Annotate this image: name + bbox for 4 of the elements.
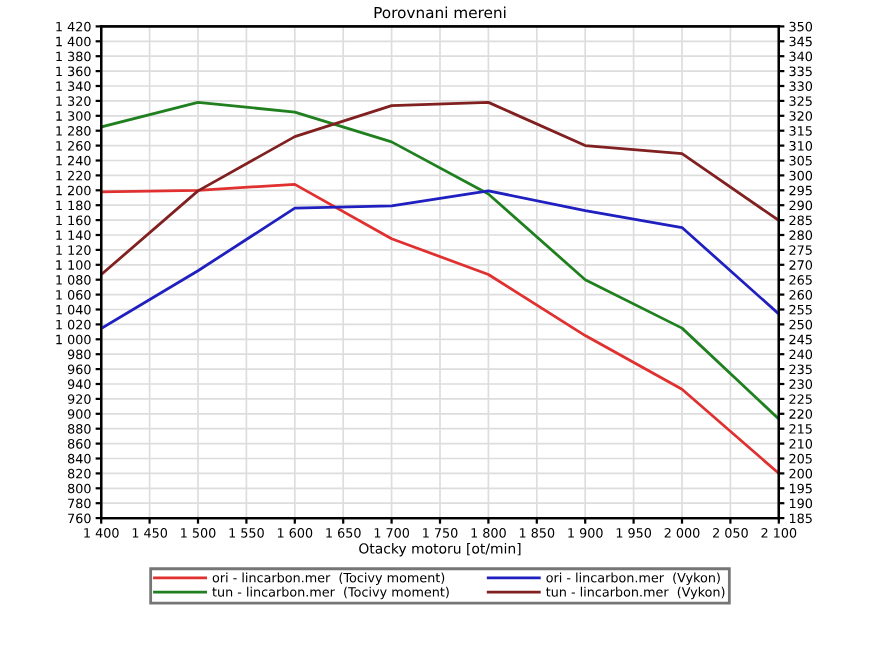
line-series bbox=[101, 189, 779, 330]
line-series bbox=[101, 101, 779, 277]
line-series bbox=[101, 101, 779, 421]
line-series bbox=[101, 182, 779, 475]
